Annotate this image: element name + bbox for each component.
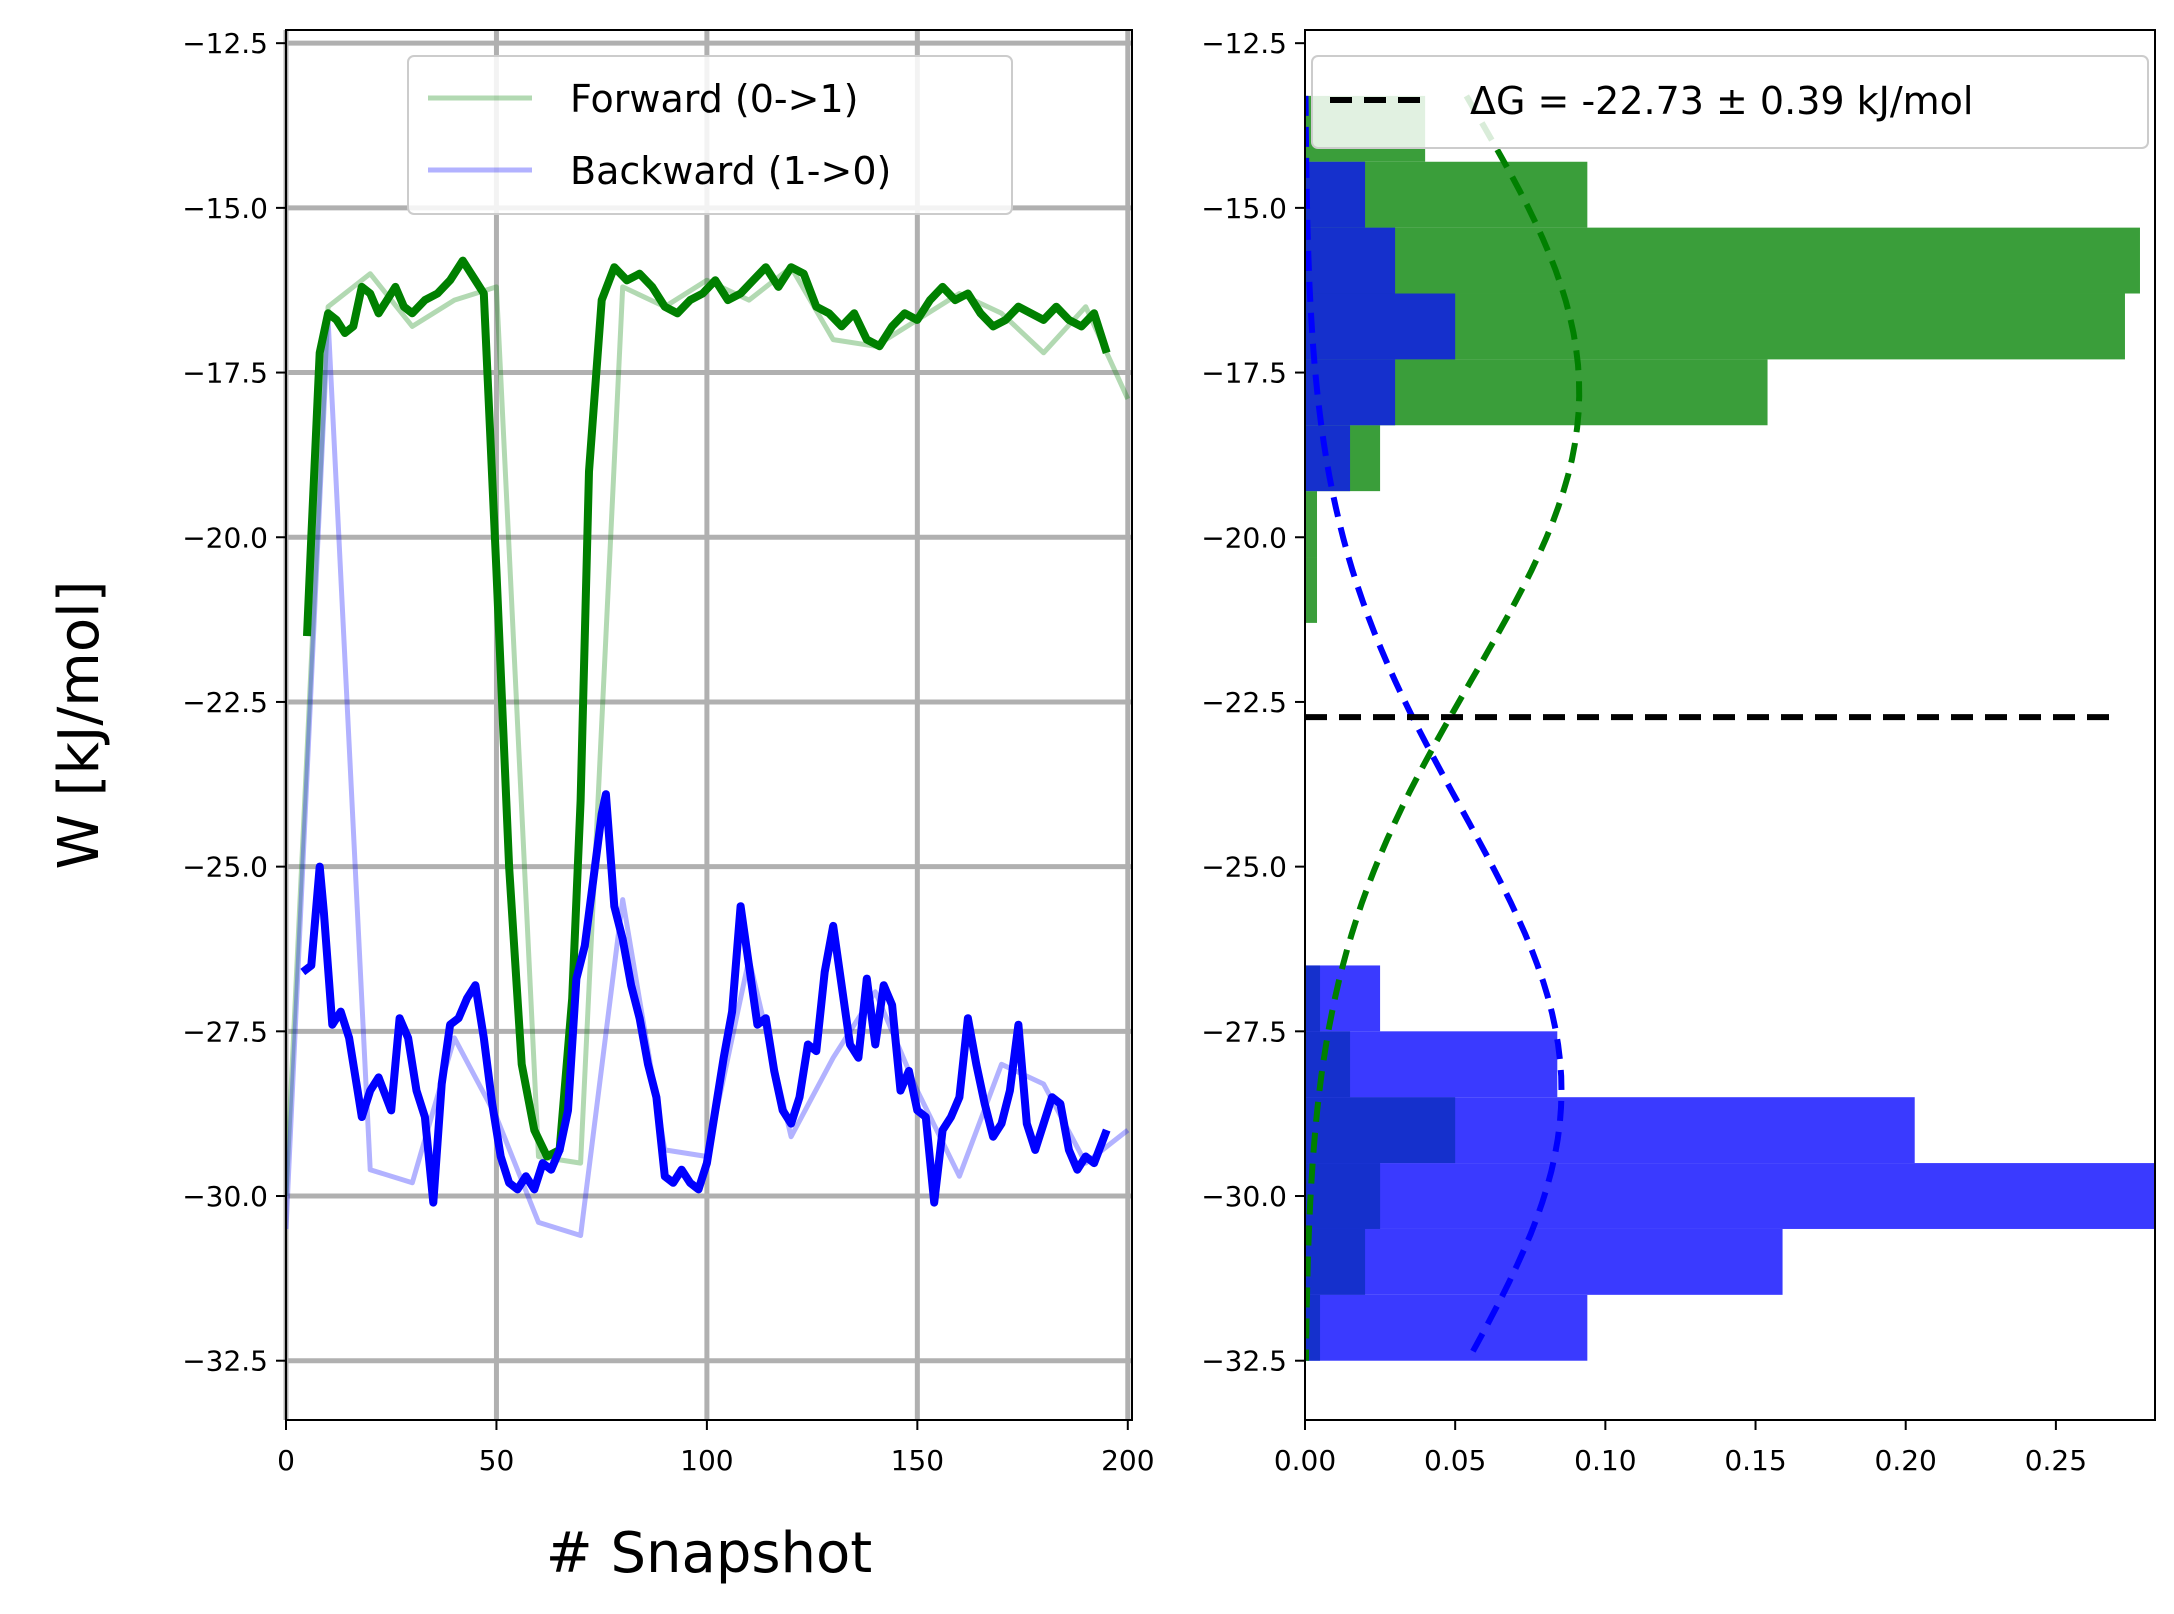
- right-ytick-label-7: −30.0: [1201, 1180, 1287, 1213]
- right-xtick-label-2: 0.10: [1574, 1444, 1636, 1477]
- left-ytick-label-1: −15.0: [182, 192, 268, 225]
- smoothed-series-2: [303, 256, 1111, 1161]
- legend-delta-g-label: ΔG = -22.73 ± 0.39 kJ/mol: [1470, 79, 1973, 123]
- left-series-layer: [286, 256, 1131, 1238]
- legend-forward-label: Forward (0->1): [570, 77, 858, 121]
- hist-bar-s2-b1: [1305, 227, 1396, 294]
- smoothed-series-3: [300, 790, 1111, 1207]
- left-xtick-label-1: 50: [479, 1444, 515, 1477]
- right-ytick-label-2: −17.5: [1201, 357, 1287, 390]
- left-plot-frame: [285, 29, 1133, 1421]
- hist-bar-s0-b6: [1305, 491, 1318, 558]
- histogram-panel: −12.5 −15.0 −17.5 −20.0 −22.5 −25.0 −27.5 −30.0…: [1201, 27, 2156, 1477]
- right-y-ticks: −12.5 −15.0 −17.5 −20.0 −22.5 −25.0 −27.5 −30.0…: [1201, 27, 1305, 1378]
- left-ytick-label-0: −12.5: [182, 27, 268, 60]
- left-y-ticks: −12.5 −15.0 −17.5 −20.0 −22.5 −25.0 −27.5 −30.0…: [182, 27, 286, 1378]
- left-ytick-label-2: −17.5: [182, 357, 268, 390]
- hist-bar-s1-b3: [1305, 1163, 2155, 1229]
- hist-bar-s1-b4: [1305, 1228, 1783, 1295]
- right-ytick-label-4: −22.5: [1201, 686, 1287, 719]
- raw-series-0: [286, 264, 1131, 1197]
- right-ytick-label-6: −27.5: [1201, 1015, 1287, 1048]
- left-ytick-label-5: −25.0: [182, 851, 268, 884]
- legend-backward-label: Backward (1->0): [570, 149, 891, 193]
- left-ytick-label-6: −27.5: [182, 1015, 268, 1048]
- hist-bar-s2-b9: [1305, 1228, 1366, 1295]
- left-xtick-label-0: 0: [277, 1444, 295, 1477]
- left-ytick-label-7: −30.0: [182, 1180, 268, 1213]
- hist-bar-s1-b5: [1305, 1294, 1588, 1361]
- gaussian-curves: [1305, 94, 1583, 1363]
- x-axis-title: # Snapshot: [546, 1521, 873, 1586]
- right-x-ticks: 0.00 0.05 0.10 0.15 0.20 0.25: [1274, 1420, 2087, 1477]
- hist-bar-s2-b5: [1305, 965, 1321, 1032]
- hist-bar-s2-b2: [1305, 293, 1456, 360]
- left-xtick-label-4: 200: [1101, 1444, 1154, 1477]
- gaussian-curve-0: [1305, 94, 1583, 1361]
- right-ytick-label-1: −15.0: [1201, 192, 1287, 225]
- right-plot-frame: [1304, 29, 2156, 1421]
- work-trace-panel: −12.5 −15.0 −17.5 −20.0 −22.5 −25.0 −27.5 −30.0…: [47, 27, 1155, 1586]
- hist-bar-s2-b8: [1305, 1163, 1381, 1229]
- left-x-ticks: 0 50 100 150 200: [277, 1420, 1155, 1477]
- right-xtick-label-0: 0.00: [1274, 1444, 1336, 1477]
- left-ytick-label-3: −20.0: [182, 521, 268, 554]
- hist-bar-s2-b7: [1305, 1097, 1456, 1164]
- right-xtick-label-3: 0.15: [1724, 1444, 1786, 1477]
- left-legend: Forward (0->1) Backward (1->0): [407, 55, 1013, 215]
- y-axis-title: W [kJ/mol]: [47, 580, 112, 869]
- right-xtick-label-4: 0.20: [1875, 1444, 1937, 1477]
- right-ytick-label-0: −12.5: [1201, 27, 1287, 60]
- right-xtick-label-5: 0.25: [2025, 1444, 2087, 1477]
- left-xtick-label-2: 100: [680, 1444, 733, 1477]
- left-ytick-label-8: −32.5: [182, 1345, 268, 1378]
- gaussian-curve-1: [1305, 95, 1565, 1363]
- histogram-bars: [1305, 95, 2155, 1361]
- left-xtick-label-3: 150: [891, 1444, 944, 1477]
- right-xtick-label-1: 0.05: [1424, 1444, 1486, 1477]
- right-ytick-label-8: −32.5: [1201, 1345, 1287, 1378]
- right-legend: ΔG = -22.73 ± 0.39 kJ/mol: [1311, 55, 2149, 149]
- right-ytick-label-3: −20.0: [1201, 521, 1287, 554]
- hist-bar-s0-b2: [1305, 227, 2140, 294]
- hist-bar-s2-b10: [1305, 1294, 1321, 1361]
- right-legend-box: [1311, 55, 2149, 149]
- left-legend-box: [407, 55, 1013, 215]
- hist-bar-s2-b0: [1305, 161, 1366, 228]
- left-ytick-label-4: −22.5: [182, 686, 268, 719]
- hist-bar-s0-b7: [1305, 557, 1318, 623]
- right-ytick-label-5: −25.0: [1201, 851, 1287, 884]
